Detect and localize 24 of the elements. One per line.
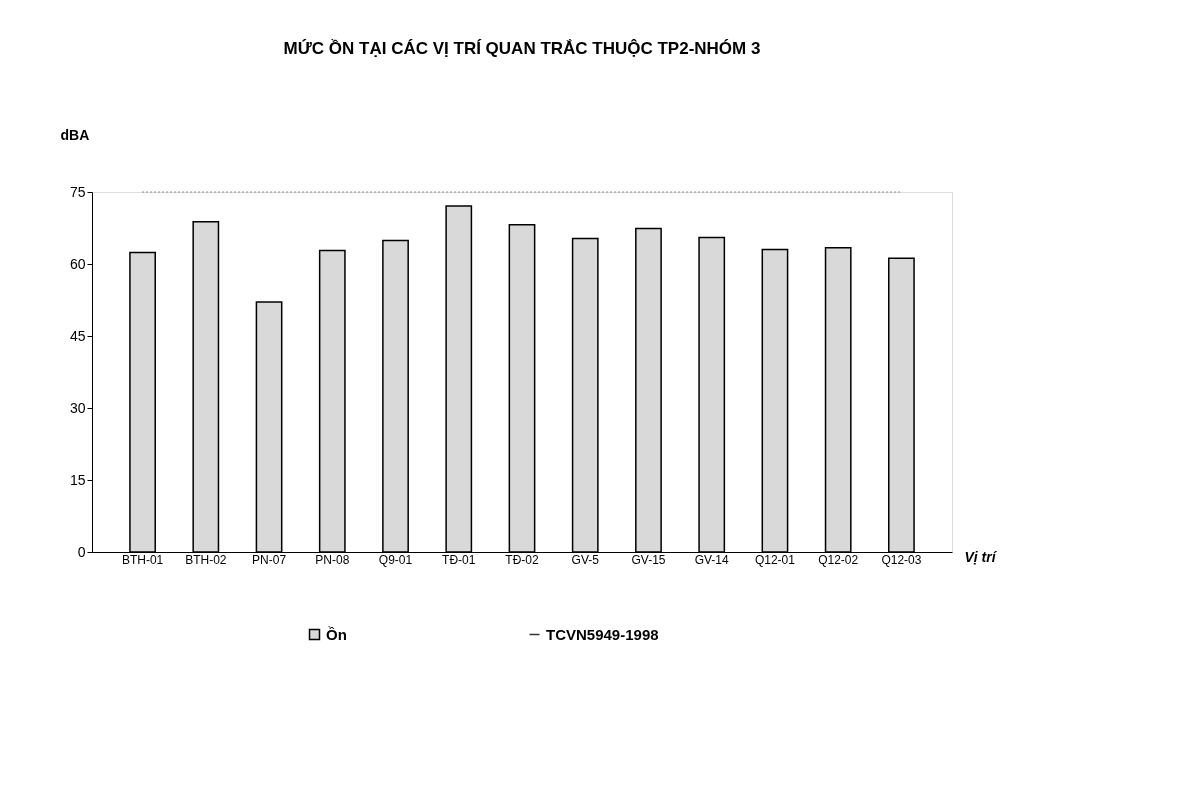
x-axis-title: Vị trí: [964, 548, 998, 565]
legend-label: TCVN5949-1998: [546, 625, 659, 643]
x-tick-label: GV-14: [694, 552, 730, 567]
x-tick-label: TĐ-01: [442, 552, 476, 567]
x-tick-label: GV-5: [571, 552, 600, 567]
x-tick-label: BTH-01: [121, 552, 164, 567]
x-tick-label: Q12-01: [754, 552, 796, 567]
x-tick-label: GV-15: [631, 552, 666, 567]
x-tick-label: Q12-03: [881, 552, 922, 567]
y-tick-label: 60: [69, 255, 86, 272]
y-tick-label: 30: [69, 399, 86, 416]
chart-title: MỨC ỒN TẠI CÁC VỊ TRÍ QUAN TRẮC THUỘC TP2-NHÓM 3: [283, 39, 761, 58]
x-tick-label: Q9-01: [378, 552, 413, 567]
x-tick-label: PN-08: [315, 552, 350, 567]
legend-label: Ồn: [326, 625, 347, 643]
x-tick-label: BTH-02: [185, 552, 227, 567]
x-tick-label: Q12-02: [818, 552, 859, 567]
y-tick-label: 15: [69, 471, 86, 488]
y-tick-label: 45: [69, 327, 86, 344]
x-tick-label: TĐ-02: [505, 552, 539, 567]
y-axis-title: dBA: [60, 126, 90, 143]
y-tick-label: 0: [77, 543, 86, 560]
x-tick-label: PN-07: [252, 552, 287, 567]
y-tick-label: 75: [69, 183, 86, 200]
